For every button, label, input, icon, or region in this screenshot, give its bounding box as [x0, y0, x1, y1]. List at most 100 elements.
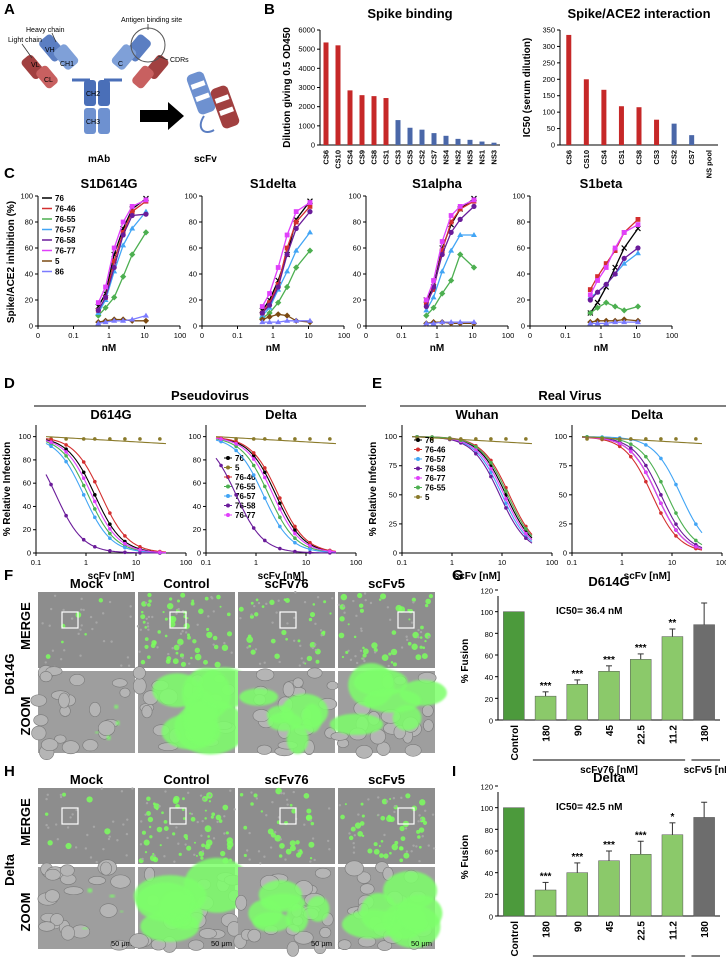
fluorescent-cell	[166, 602, 174, 610]
cell-texture	[101, 612, 105, 615]
fluorescent-cell	[207, 835, 210, 838]
fluorescent-cell	[198, 608, 204, 615]
y-tick-label: 20	[517, 296, 525, 305]
cell-texture	[178, 644, 181, 647]
data-point	[307, 204, 313, 209]
fluorescent-cell	[144, 626, 148, 629]
cell-texture	[342, 604, 346, 608]
bar	[671, 123, 677, 145]
syncytium	[119, 910, 124, 913]
data-point	[474, 447, 478, 452]
series-line	[589, 224, 639, 296]
data-point	[138, 550, 142, 555]
fluorescent-cell	[151, 640, 157, 646]
cell-texture	[331, 597, 334, 600]
cell-texture	[102, 639, 106, 643]
cell-texture	[405, 638, 409, 642]
cell-texture	[362, 657, 365, 661]
data-point	[278, 437, 282, 441]
scale-bar-label: 50 μm	[111, 939, 132, 948]
x-tick-label: CS6	[322, 150, 331, 165]
cell-texture	[410, 850, 413, 853]
x-tick-label: 100	[350, 558, 363, 567]
x-tick-label: 1	[254, 558, 258, 567]
fluorescent-cell	[148, 825, 152, 829]
fluorescent-cell	[419, 645, 423, 649]
cell-texture	[181, 630, 184, 633]
data-point	[644, 479, 648, 484]
cell-texture	[311, 646, 315, 650]
fluorescent-cell	[357, 592, 363, 599]
data-point	[95, 300, 101, 305]
bar	[629, 659, 652, 721]
data-point	[308, 547, 312, 552]
y-tick-label: 5000	[298, 45, 315, 54]
ch1-label: CH1	[60, 61, 74, 68]
fluorescent-cell	[191, 599, 195, 603]
data-point	[594, 299, 601, 306]
data-point	[694, 522, 698, 526]
data-point	[81, 460, 86, 464]
data-point	[266, 313, 273, 321]
cell-shape	[89, 701, 101, 717]
cell-texture	[387, 664, 390, 668]
x-tick-label: 0	[528, 331, 532, 340]
data-point	[659, 511, 663, 515]
y-tick-label: 20	[189, 296, 197, 305]
fluorescent-cell	[141, 830, 147, 835]
fluorescent-cell	[189, 812, 192, 815]
data-point	[430, 294, 437, 300]
legend-label: 76	[235, 454, 244, 463]
data-point	[81, 483, 86, 488]
data-point	[524, 437, 528, 441]
x-tick-label: CS7	[430, 150, 439, 165]
data-point	[64, 450, 68, 454]
cell-shape	[97, 720, 116, 736]
y-tick-label: 150	[542, 91, 555, 100]
panel-letter-d: D	[4, 375, 15, 392]
y-tick-label: 50	[547, 124, 555, 133]
x-tick-label: 0	[36, 331, 40, 340]
fluorescent-cell	[418, 845, 422, 849]
fluorescent-cell	[309, 611, 316, 618]
fluorescent-cell	[203, 659, 208, 665]
fluorescent-cell	[152, 802, 156, 806]
data-point	[621, 255, 627, 261]
cell-texture	[250, 791, 253, 794]
cell-texture	[46, 793, 49, 796]
fluorescent-cell	[408, 618, 411, 621]
fluorescent-cell	[383, 853, 389, 859]
fluorescent-cell	[345, 650, 349, 654]
data-point	[293, 540, 297, 545]
data-point	[64, 443, 68, 447]
fluorescent-cell	[238, 606, 244, 612]
cell-texture	[201, 819, 204, 823]
scfv-diagram: scFv	[186, 71, 240, 165]
x-tick-label: NS pool	[705, 150, 714, 178]
data-point	[629, 446, 633, 450]
cell-texture	[95, 860, 98, 864]
light-chain-label: Light chain	[8, 37, 42, 44]
fluorescent-cell	[380, 840, 384, 843]
syncytium	[329, 713, 384, 735]
panel-letter-c: C	[4, 165, 15, 182]
fluorescent-cell	[254, 612, 259, 617]
data-point	[111, 264, 117, 271]
bar	[618, 106, 624, 145]
data-point	[267, 300, 272, 305]
syncytium	[136, 882, 195, 922]
cell-texture	[319, 629, 323, 632]
data-point	[659, 456, 663, 461]
cell-texture	[239, 616, 242, 620]
y-tick-label: 100	[384, 432, 397, 441]
bar	[371, 96, 377, 145]
data-point	[603, 261, 609, 266]
legend-label: 76-57	[425, 455, 446, 464]
cell-texture	[412, 844, 415, 847]
cell-texture	[211, 597, 214, 600]
zoom-box	[61, 611, 79, 629]
data-point	[306, 317, 313, 323]
data-point	[600, 437, 604, 441]
x-tick-label: 10	[132, 558, 140, 567]
x-tick-label: 1	[599, 331, 603, 340]
